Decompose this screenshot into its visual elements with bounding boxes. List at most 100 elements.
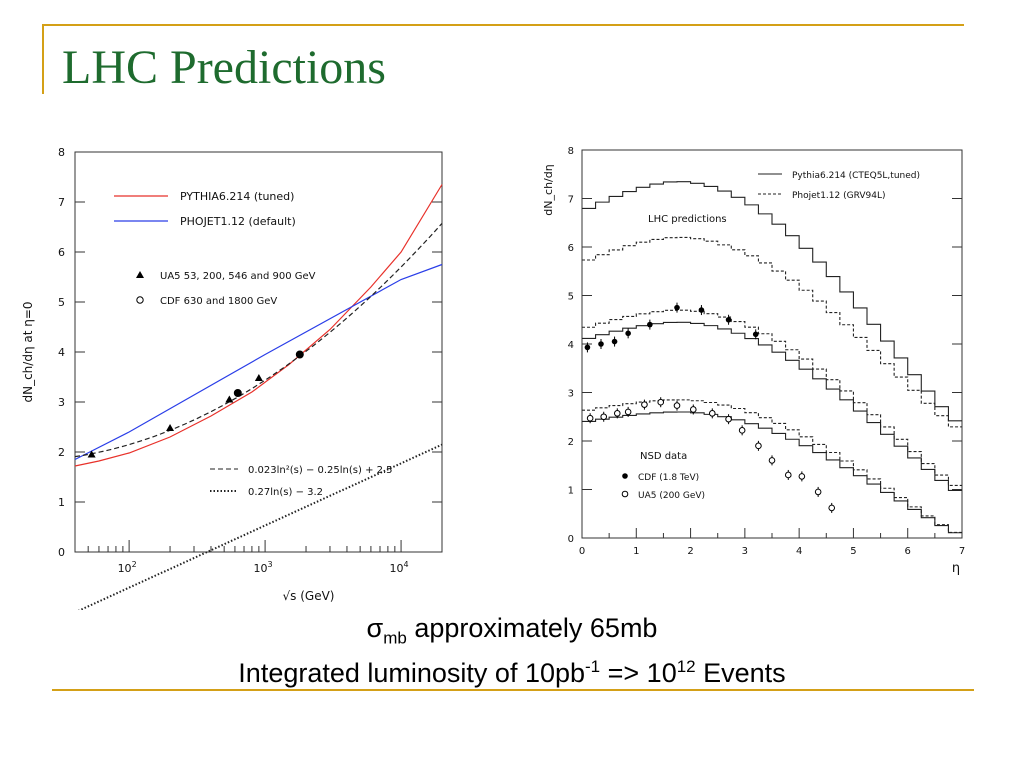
- legend-dotted-label: 0.27ln(s) − 3.2: [248, 487, 323, 498]
- cdf-circle-marker: [295, 350, 304, 359]
- y-tick-label: 5: [568, 292, 574, 303]
- pseudorapidity-distribution-chart: 0 1 2 3 4 5 6 7 8 0 1 2 3 4 5 6 7 η dN_ch/dη Pythia6.214 (C…: [542, 146, 965, 576]
- x-tick-label: 2: [687, 546, 693, 557]
- x-axis-label: η: [952, 561, 960, 576]
- cdf-point: [598, 341, 604, 347]
- x-tick-label: 5: [850, 546, 856, 557]
- series-line-0: [74, 184, 443, 467]
- series-line-2: [74, 222, 443, 458]
- legend-dashed-label: 0.023ln²(s) − 0.25ln(s) + 2.5: [248, 465, 393, 476]
- ua5-point: [624, 408, 632, 416]
- histogram-5: [582, 411, 962, 534]
- ua5-point: [600, 413, 608, 421]
- y-tick-label: 3: [568, 389, 574, 400]
- ua5-point: [768, 457, 776, 464]
- ua5-triangle-marker: [166, 424, 175, 431]
- sigma-symbol: σ: [366, 613, 384, 643]
- ua5-point: [828, 504, 836, 512]
- ua5-point: [641, 401, 648, 408]
- y-tick-label: 1: [58, 496, 65, 509]
- cross-section-caption: σmb approximately 65mb: [0, 610, 1024, 656]
- luminosity-exponent: -1: [585, 657, 601, 676]
- y-tick-label: 6: [568, 243, 574, 254]
- nsd-data-annotation: NSD data: [640, 451, 687, 462]
- y-tick-label: 0: [568, 534, 574, 545]
- ua5-point: [755, 442, 762, 450]
- legend-solid-label: Pythia6.214 (CTEQ5L,tuned): [792, 171, 920, 181]
- y-tick-label: 2: [58, 446, 65, 459]
- title-rule-vertical: [42, 24, 44, 94]
- x-tick-label: 0: [579, 546, 585, 557]
- legend-triangle-marker: [136, 271, 144, 278]
- legend-cdf-label: CDF (1.8 TeV): [638, 473, 699, 483]
- ua5-point: [725, 415, 732, 423]
- y-tick-label: 4: [568, 340, 574, 351]
- ua5-triangle-marker: [225, 395, 234, 403]
- luminosity-caption: Integrated luminosity of 10pb-1 => 1012 …: [0, 649, 1024, 691]
- legend-ua5-label: UA5 53, 200, 546 and 900 GeV: [160, 271, 316, 282]
- y-tick-label: 3: [58, 396, 65, 409]
- x-tick-label: 103: [254, 560, 273, 575]
- x-tick-label: 1: [633, 546, 639, 557]
- x-tick-label: 102: [118, 560, 137, 575]
- histogram-0: [582, 181, 962, 422]
- y-tick-label: 4: [58, 346, 65, 359]
- y-tick-label: 8: [568, 146, 574, 157]
- legend-label-0: PYTHIA6.214 (tuned): [180, 190, 294, 203]
- title-rule-horizontal: [42, 24, 964, 26]
- ua5-point: [689, 406, 697, 413]
- footer-rule: [52, 689, 974, 691]
- y-tick-label: 1: [568, 486, 574, 497]
- x-tick-label: 3: [742, 546, 748, 557]
- ua5-point: [784, 471, 792, 479]
- ua5-point: [814, 488, 822, 496]
- cdf-point: [625, 330, 631, 337]
- luminosity-text: Integrated luminosity of 10pb: [238, 658, 586, 688]
- y-axis-label: dN_ch/dη at η=0: [21, 301, 35, 402]
- cdf-circle-marker: [233, 389, 242, 397]
- y-tick-label: 5: [58, 296, 65, 309]
- cdf-point: [584, 344, 591, 351]
- ua5-point: [657, 398, 665, 406]
- legend-label-1: PHOJET1.12 (default): [180, 215, 296, 228]
- y-axis-label: dN_ch/dη: [542, 164, 555, 215]
- legend-cdf-label: CDF 630 and 1800 GeV: [160, 296, 277, 307]
- y-tick-label: 7: [568, 195, 574, 206]
- ua5-point: [738, 427, 746, 434]
- ua5-point: [586, 414, 594, 422]
- cdf-point: [698, 307, 705, 313]
- x-tick-label: 6: [905, 546, 911, 557]
- ua5-point: [673, 402, 681, 409]
- y-tick-label: 7: [58, 196, 65, 209]
- y-tick-label: 2: [568, 437, 574, 448]
- lhc-predictions-annotation: LHC predictions: [648, 214, 727, 225]
- cross-section-text: approximately 65mb: [406, 613, 658, 643]
- events-label: Events: [695, 658, 786, 688]
- ua5-triangle-marker: [254, 374, 263, 381]
- series-line-3: [77, 443, 443, 610]
- cdf-point: [725, 316, 732, 323]
- events-arrow-text: => 10: [600, 658, 677, 688]
- ua5-point: [798, 473, 806, 480]
- x-tick-label: 104: [390, 560, 409, 575]
- cdf-point: [674, 304, 680, 311]
- histogram-4: [582, 399, 962, 534]
- legend-cdf-marker: [622, 473, 628, 479]
- y-tick-label: 6: [58, 246, 65, 259]
- x-axis-label: √s (GeV): [283, 589, 335, 603]
- ua5-triangle-marker: [87, 450, 96, 458]
- legend-ua5-marker: [621, 490, 629, 498]
- legend-circle-marker: [136, 296, 144, 304]
- legend-ua5-label: UA5 (200 GeV): [638, 491, 705, 501]
- cdf-point: [647, 321, 653, 328]
- cdf-point: [752, 331, 759, 338]
- ua5-point: [708, 410, 716, 417]
- multiplicity-vs-energy-chart: 0 1 2 3 4 5 6 7 8 102 103 104 √s (GeV) dN_ch/dη at η=…: [21, 146, 443, 610]
- x-tick-label: 7: [959, 546, 965, 557]
- events-exponent: 12: [676, 657, 696, 676]
- x-tick-label: 4: [796, 546, 802, 557]
- ua5-point: [613, 410, 621, 417]
- legend-dashed-label: Phojet1.12 (GRV94L): [792, 191, 886, 201]
- page-title: LHC Predictions: [62, 41, 386, 94]
- y-tick-label: 0: [58, 546, 65, 559]
